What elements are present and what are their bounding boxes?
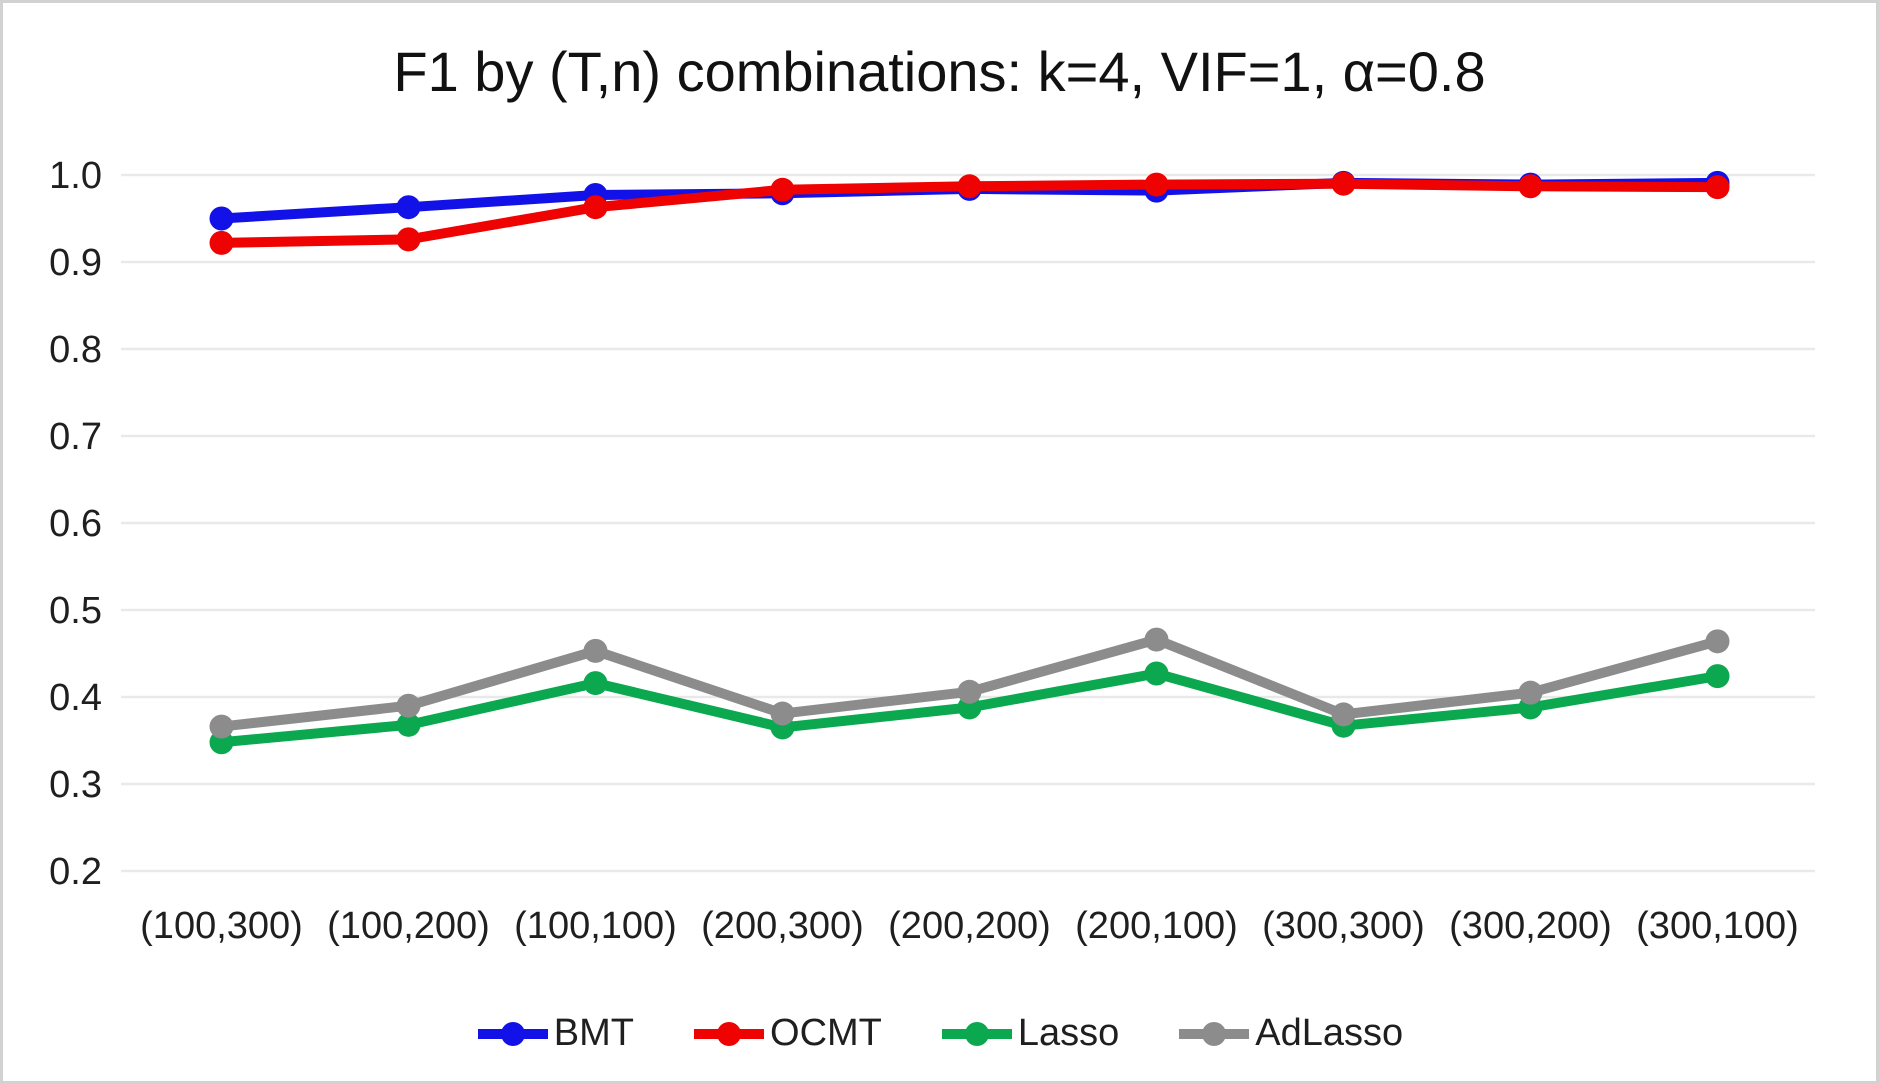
y-axis-tick-label: 0.2 [49,851,102,893]
y-axis-tick-label: 0.6 [49,503,102,545]
data-point-ocmt [1331,171,1356,196]
legend-label-lasso: Lasso [1017,1012,1120,1054]
x-axis-tick-label: (200,300) [701,905,864,947]
y-axis-tick-label: 0.7 [49,416,102,458]
data-point-ocmt [396,227,421,252]
data-point-adlasso [209,714,234,739]
legend-item-adlasso: AdLasso [1177,1012,1403,1055]
x-axis-tick-label: (200,100) [1075,905,1238,947]
legend-marker-lasso-icon [941,1021,1012,1046]
legend-item-bmt: BMT [476,1012,634,1055]
plot-area: 1.0 0.9 0.8 0.7 0.6 0.5 0.4 0.3 0.2 (100,300) (100… [49,155,1815,947]
x-axis-tick-label: (300,100) [1636,905,1799,947]
data-point-lasso [1705,664,1730,689]
y-axis-tick-label: 0.5 [49,590,102,632]
legend-item-ocmt: OCMT [692,1012,882,1055]
data-point-ocmt [1144,172,1169,197]
y-axis-tick-label: 1.0 [49,155,102,197]
data-point-ocmt [957,174,982,199]
data-point-ocmt [1518,174,1543,199]
data-point-adlasso [957,679,982,704]
y-axis-tick-label: 0.9 [49,242,102,284]
data-point-ocmt [770,177,795,202]
y-axis-tick-label: 0.4 [49,677,102,719]
x-axis-tick-label: (100,200) [327,905,490,947]
y-axis-tick-label: 0.8 [49,329,102,371]
data-point-ocmt [209,230,234,255]
data-point-adlasso [1518,680,1543,705]
legend-marker-ocmt-icon [694,1021,765,1046]
data-point-adlasso [583,638,608,663]
legend-marker-adlasso-icon [1179,1021,1250,1046]
x-axis-tick-label: (200,200) [888,905,1051,947]
x-axis-tick-label: (300,300) [1262,905,1425,947]
legend-marker-bmt-icon [477,1021,548,1046]
data-point-adlasso [1331,702,1356,727]
data-point-adlasso [396,693,421,718]
data-point-bmt [209,206,234,231]
data-point-lasso [1144,661,1169,686]
data-point-adlasso [1144,627,1169,652]
x-axis-tick-label: (100,100) [514,905,677,947]
data-point-adlasso [1705,629,1730,654]
chart-title: F1 by (T,n) combinations: k=4, VIF=1, α=… [393,40,1486,103]
data-point-adlasso [770,701,795,726]
data-point-bmt [396,195,421,220]
legend-label-adlasso: AdLasso [1255,1012,1404,1054]
legend-label-ocmt: OCMT [770,1012,882,1054]
chart-legend: BMT OCMT Lasso AdLasso [3,1012,1876,1055]
data-point-ocmt [1705,175,1730,200]
data-point-ocmt [583,195,608,220]
legend-label-bmt: BMT [553,1012,635,1054]
x-axis-tick-label: (100,300) [140,905,303,947]
data-point-lasso [583,671,608,696]
y-axis-tick-label: 0.3 [49,764,102,806]
data-point-lasso [396,712,421,737]
legend-item-lasso: Lasso [940,1012,1119,1055]
x-axis-tick-label: (300,200) [1449,905,1612,947]
